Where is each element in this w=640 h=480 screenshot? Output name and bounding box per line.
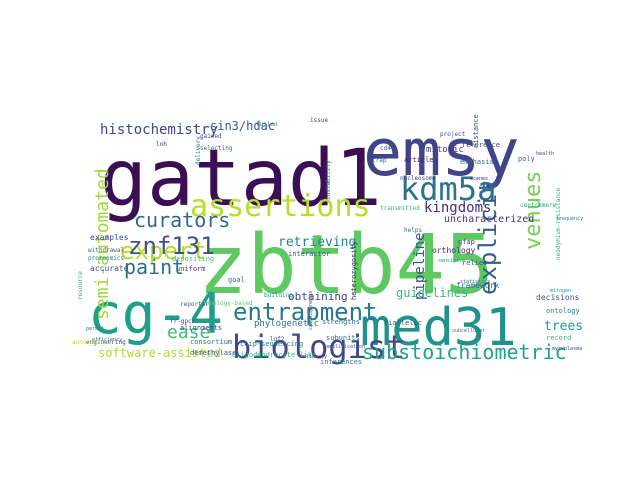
cloud-word-relies: relies <box>462 259 487 267</box>
cloud-word-expert: expert <box>120 237 207 265</box>
cloud-word-record: record <box>546 334 571 342</box>
cloud-word-subcellular: subcellular <box>452 328 485 334</box>
cloud-word-demethylase: demethylase <box>190 349 236 357</box>
cloud-word-frequency: frequency <box>556 216 583 222</box>
cloud-word-permit: permit <box>86 326 104 332</box>
cloud-word-paint: paint <box>124 255 184 279</box>
cloud-word-assertions: assertions <box>190 189 371 224</box>
cloud-word-reporter: reporter <box>180 301 209 308</box>
cloud-word-phylogenetic: phylogenetic <box>254 319 319 329</box>
cloud-word-project: project <box>440 131 466 138</box>
cloud-word-library: library <box>306 354 327 360</box>
cloud-word-kdm5a: kdm5a <box>400 170 496 208</box>
cloud-word-med31: med31 <box>360 298 517 358</box>
cloud-word-entrapment: entrapment <box>233 298 378 326</box>
cloud-word-goal: goal <box>228 276 245 284</box>
cloud-word-amplification: amplification <box>326 344 365 350</box>
cloud-word-emphasis: emphasis <box>460 158 494 166</box>
cloud-word-oligodendrocyte-like: oligodendrocyte-like <box>232 351 316 359</box>
cloud-word-transmitted: transmitted <box>380 205 420 212</box>
cloud-word-gatad1: gatad1 <box>100 134 382 224</box>
cloud-word-ontology: ontology <box>546 307 580 315</box>
cloud-word-decisions: decisions <box>536 293 580 302</box>
cloud-word-kingdoms: kingdoms <box>424 200 491 216</box>
cloud-word-fusion: fusion <box>256 121 278 128</box>
cloud-word-proteomics: proteomics <box>88 255 125 262</box>
cloud-word-emsy: emsy <box>363 116 520 191</box>
cloud-word-resource: resource <box>77 271 84 300</box>
cloud-word-cardiogenesis: cardiogenesis <box>308 291 314 330</box>
cloud-word-alignments: alignments <box>180 324 222 332</box>
cloud-word-efficiency: efficiency <box>92 337 122 343</box>
cloud-word-zbtb45: zbtb45 <box>198 218 494 313</box>
cloud-word-distance: distance <box>472 114 480 148</box>
cloud-word-biologist: biologist <box>232 328 405 366</box>
cloud-word-engineering: engineering <box>86 339 126 346</box>
cloud-word-orthology: orthology <box>432 246 476 255</box>
cloud-word-heterozygosity: heterozygosity <box>350 241 358 300</box>
cloud-word-poly: poly <box>518 155 535 163</box>
cloud-word-chip-sequencing: chip-sequencing <box>240 340 303 348</box>
cloud-word-strengths: strengths <box>322 318 360 326</box>
cloud-word-gained: gained <box>200 133 222 140</box>
cloud-word-cg-4: cg-4 <box>88 282 223 347</box>
cloud-word-loh: loh <box>156 141 167 148</box>
cloud-word-health: health <box>536 151 554 157</box>
cloud-word-mitotic: mitotic <box>426 145 464 155</box>
cloud-word-histochemistry: histochemistry <box>100 122 218 138</box>
cloud-word-explicit: explicit <box>474 179 502 295</box>
cloud-word-withdrawal: withdrawal <box>88 247 125 254</box>
cloud-word-annotations: annotations <box>72 339 112 346</box>
cloud-word-article: article <box>404 156 434 164</box>
cloud-word-substoichiometric: substoichiometric <box>362 340 567 364</box>
cloud-word-consortium: consortium <box>190 338 232 346</box>
cloud-word-biallelic: biallelic <box>384 319 422 327</box>
cloud-word-mitogen: mitogen <box>550 288 571 294</box>
cloud-word-depositing: depositing <box>172 255 214 263</box>
cloud-word-curators: curators <box>134 208 230 232</box>
cloud-word-lgf2: lgf2 <box>270 336 285 343</box>
cloud-word-gfap: gfap <box>458 238 475 246</box>
cloud-word-neodymium-resistance: neodymium-resistance <box>555 187 562 260</box>
cloud-word-delivery: delivery <box>195 136 202 165</box>
cloud-word-sensitive: sensitive <box>438 258 465 264</box>
cloud-word-examples: examples <box>90 233 129 242</box>
cloud-word-issue: issue <box>310 117 328 124</box>
cloud-word-homology-based: homology-based <box>202 300 253 307</box>
cloud-word-software-assisted: software-assisted <box>98 346 221 360</box>
cloud-word-centromere: centromere <box>520 202 557 209</box>
cloud-word-ease: ease <box>167 322 210 343</box>
cloud-word-accurate: accurate <box>90 264 129 273</box>
cloud-word-building: building <box>264 292 293 299</box>
cloud-word-sin3-hdac: sin3/hdac <box>210 119 275 133</box>
cloud-word-znf131: znf131 <box>128 232 215 260</box>
cloud-word-obtaining: obtaining <box>288 290 348 303</box>
cloud-word-mycoplasma: mycoplasma <box>552 346 582 352</box>
cloud-word-nucleosome: nucleosome <box>400 175 437 182</box>
cloud-canvas <box>72 112 568 368</box>
cloud-word-trap: trap <box>372 157 387 164</box>
cloud-word-guidelines: guidelines <box>396 286 468 300</box>
cloud-word-cd44: cd44 <box>380 145 395 152</box>
cloud-word-subunits: subunits <box>326 334 360 342</box>
cloud-word-instability: instability <box>325 160 332 200</box>
cloud-word-statistics: statistics <box>460 279 490 285</box>
cloud-word-framework: framework <box>456 281 500 290</box>
cloud-word-retrieving: retrieving <box>278 235 356 250</box>
cloud-word-pipeline: pipeline <box>412 233 428 300</box>
cloud-word-interactor: interactor <box>288 250 330 258</box>
cloud-word-inferences: inferences <box>320 358 362 366</box>
cloud-word-venues: venues <box>521 171 546 250</box>
cloud-word-reference: reference <box>462 141 500 149</box>
cloud-word-selecting: selecting <box>200 145 233 152</box>
cloud-word-helps: helps <box>404 227 422 234</box>
cloud-word-trees: trees <box>544 319 583 334</box>
cloud-word-uniform: uniform <box>176 265 206 273</box>
cloud-word-uncharacterized: uncharacterized <box>444 214 534 225</box>
cloud-word-scenes: scenes <box>470 176 488 182</box>
cloud-word-rr-gpcr: rr-gpcr <box>170 318 196 325</box>
cloud-word-semi-automated: semi-automated <box>92 168 113 320</box>
